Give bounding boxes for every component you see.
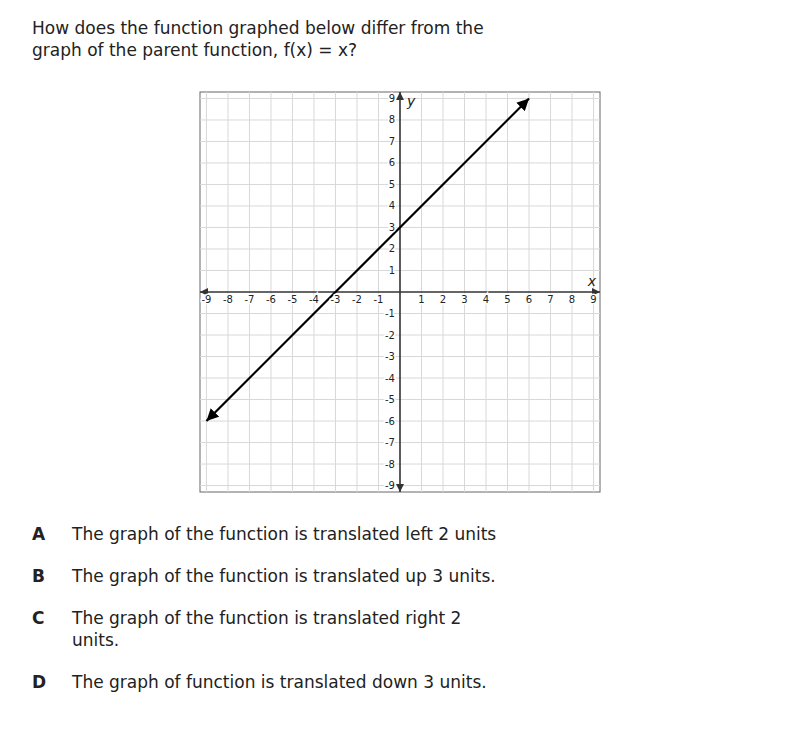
x-tick-label: 4	[483, 294, 489, 305]
y-tick-label: -7	[385, 437, 395, 448]
x-tick-label: -3	[330, 294, 340, 305]
y-tick-label: -4	[385, 373, 395, 384]
answer-label: C	[32, 608, 44, 628]
y-tick-label: 6	[389, 157, 395, 168]
data-area	[206, 98, 529, 421]
x-tick-label: 2	[440, 294, 446, 305]
y-tick-label: 8	[389, 114, 395, 125]
title: How does the function graphed below diff…	[32, 18, 484, 60]
answer-text: The graph of the function is translated …	[71, 608, 461, 650]
x-tick-label: -1	[374, 294, 384, 305]
x-tick-label: -9	[201, 294, 211, 305]
y-tick-label: -1	[385, 308, 395, 319]
data-line	[206, 98, 529, 421]
grid	[200, 92, 600, 492]
y-tick-label: 9	[389, 93, 395, 104]
y-tick-label: 2	[389, 243, 395, 254]
answer-text: The graph of function is translated down…	[71, 672, 487, 692]
y-tick-label: 3	[389, 222, 395, 233]
answer-label: B	[32, 566, 45, 586]
title-line: graph of the parent function, f(x) = x?	[32, 40, 357, 60]
x-tick-label: 5	[504, 294, 510, 305]
x-tick-label: -4	[309, 294, 319, 305]
y-tick-label: -8	[385, 459, 395, 470]
x-tick-label: 1	[418, 294, 424, 305]
y-tick-label: -9	[385, 480, 395, 491]
x-tick-label: 8	[569, 294, 575, 305]
plot-frame	[200, 92, 600, 492]
answer-label: D	[32, 672, 46, 692]
answer-text-line: The graph of function is translated down…	[71, 672, 487, 692]
answer-text-line: The graph of the function is translated …	[71, 566, 496, 586]
x-tick-label: 6	[526, 294, 532, 305]
y-tick-label: 7	[389, 136, 395, 147]
y-axis-label: y	[406, 93, 416, 109]
x-tick-label: -2	[352, 294, 362, 305]
x-tick-label: -6	[266, 294, 276, 305]
y-tick-label: -5	[385, 394, 395, 405]
y-tick-label: 4	[389, 200, 395, 211]
answer-label: A	[32, 524, 46, 544]
x-axis-label: x	[587, 273, 597, 289]
answer-text-line: units.	[72, 630, 119, 650]
x-tick-label: 3	[461, 294, 467, 305]
answer-text: The graph of the function is translated …	[71, 566, 496, 586]
x-tick-label: -8	[223, 294, 233, 305]
y-tick-label: 1	[389, 265, 395, 276]
x-tick-label: -7	[244, 294, 254, 305]
answer-text-line: The graph of the function is translated …	[71, 608, 461, 628]
y-tick-label: -3	[385, 351, 395, 362]
answer-text: The graph of the function is translated …	[71, 524, 496, 544]
chart: How does the function graphed below diff…	[0, 0, 800, 739]
x-tick-label: -5	[287, 294, 297, 305]
y-tick-label: 5	[389, 179, 395, 190]
y-axis	[399, 92, 401, 492]
x-tick-label: 7	[547, 294, 553, 305]
y-tick-label: -2	[385, 330, 395, 341]
title-line: How does the function graphed below diff…	[32, 18, 484, 38]
x-tick-label: 9	[590, 294, 596, 305]
tick-labels: -9-8-7-6-5-4-3-2-1123456789-9-8-7-6-5-4-…	[201, 93, 596, 491]
answer-text-line: The graph of the function is translated …	[71, 524, 496, 544]
y-tick-label: -6	[385, 416, 395, 427]
